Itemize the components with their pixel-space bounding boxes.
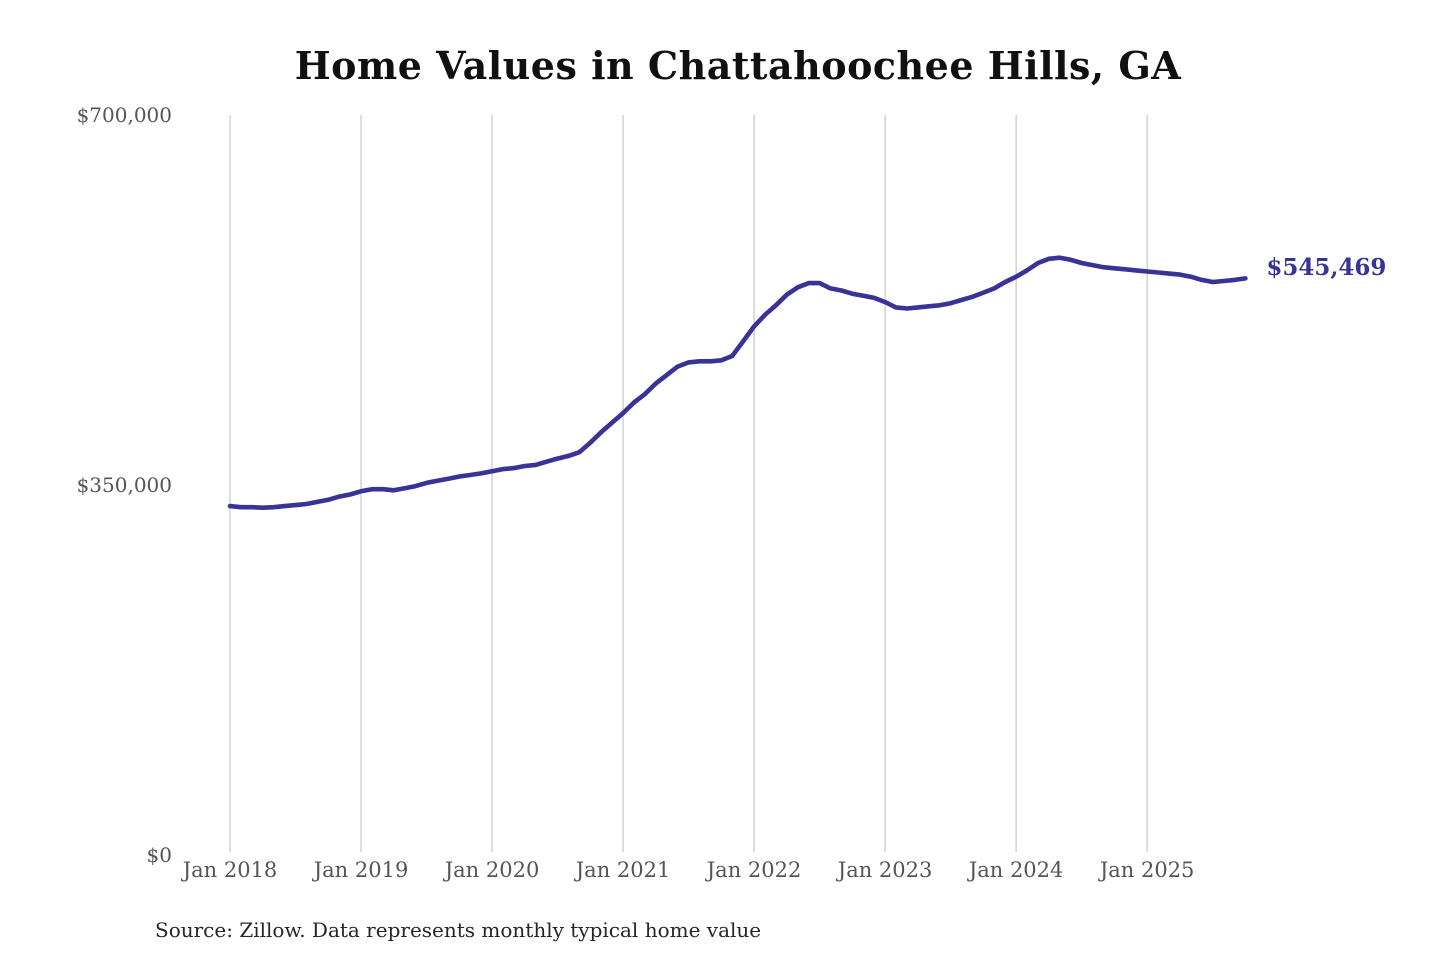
x-tick-label-7: Jan 2025 xyxy=(1099,858,1195,882)
x-tick-label-0: Jan 2018 xyxy=(182,858,278,882)
x-tick-label-2: Jan 2020 xyxy=(444,858,540,882)
x-tick-label-1: Jan 2019 xyxy=(313,858,409,882)
gridlines-group xyxy=(229,115,1148,852)
y-tick-label-2: $0 xyxy=(146,843,172,867)
home-value-line xyxy=(227,255,1248,510)
x-tick-label-6: Jan 2024 xyxy=(968,858,1064,882)
chart-title: Home Values in Chattahoochee Hills, GA xyxy=(294,43,1182,88)
source-note: Source: Zillow. Data represents monthly … xyxy=(155,918,762,942)
x-tick-label-4: Jan 2022 xyxy=(706,858,802,882)
x-tick-label-3: Jan 2021 xyxy=(575,858,671,882)
y-tick-label-1: $350,000 xyxy=(76,473,172,497)
y-tick-label-0: $700,000 xyxy=(76,103,172,127)
x-tick-label-5: Jan 2023 xyxy=(837,858,933,882)
current-value-label: $545,469 xyxy=(1266,254,1387,282)
